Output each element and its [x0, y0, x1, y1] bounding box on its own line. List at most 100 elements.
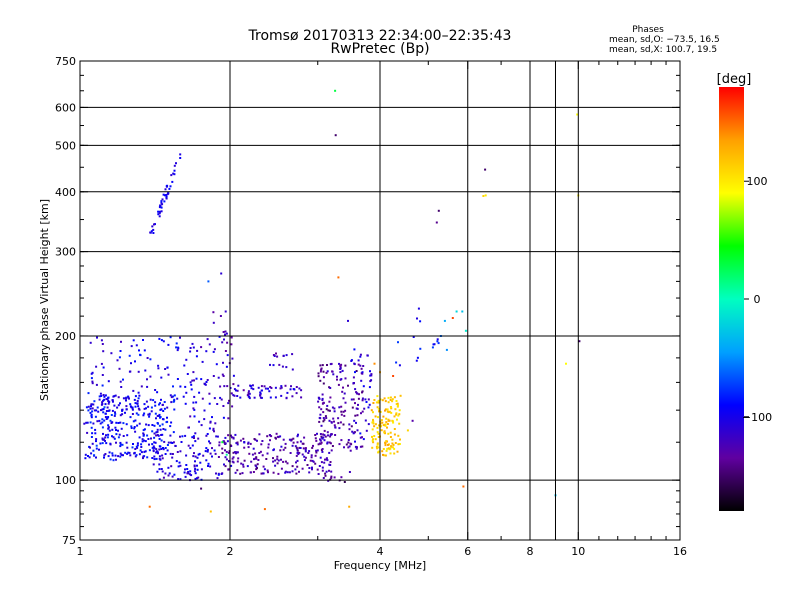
echo-point: [94, 432, 97, 435]
echo-point: [117, 455, 120, 458]
echo-point: [323, 418, 326, 421]
echo-point: [280, 385, 283, 388]
echo-point: [130, 406, 133, 409]
echo-point: [236, 443, 239, 446]
echo-point: [236, 441, 239, 444]
echo-point: [377, 401, 380, 404]
echo-point: [314, 454, 317, 457]
echo-point: [294, 468, 297, 471]
echo-point: [147, 438, 150, 440]
echo-point: [357, 359, 360, 362]
echo-point: [90, 403, 93, 406]
echo-point: [365, 429, 368, 432]
echo-point: [131, 407, 134, 410]
echo-point: [221, 341, 224, 344]
echo-point: [84, 453, 87, 456]
echo-point: [212, 350, 215, 353]
echo-point: [373, 425, 376, 428]
echo-point: [140, 446, 143, 448]
echo-point: [157, 422, 159, 425]
echo-point: [224, 456, 227, 459]
echo-point: [109, 419, 112, 422]
echo-point: [393, 433, 396, 436]
echo-point: [172, 395, 174, 398]
echo-point: [372, 420, 375, 423]
echo-point: [173, 473, 176, 476]
echo-point: [90, 414, 93, 417]
echo-point: [125, 441, 128, 444]
echo-point: [352, 376, 355, 379]
echo-point: [300, 396, 303, 399]
echo-point: [143, 439, 145, 442]
echo-point: [406, 429, 409, 432]
echo-point: [236, 395, 239, 397]
echo-point: [98, 448, 100, 451]
echo-point: [87, 455, 89, 457]
echo-point: [112, 436, 115, 439]
echo-point: [320, 408, 323, 411]
echo-point: [445, 348, 448, 351]
echo-point: [117, 429, 119, 432]
echo-point: [161, 198, 164, 201]
echo-point: [231, 436, 233, 439]
echo-point: [206, 450, 209, 453]
echo-point: [187, 444, 190, 447]
echo-point: [243, 441, 246, 444]
echo-point: [175, 162, 177, 165]
echo-point: [284, 442, 287, 445]
echo-point: [319, 379, 322, 382]
echo-point: [112, 459, 115, 462]
echo-point: [354, 414, 357, 417]
echo-point: [334, 89, 337, 92]
echo-point: [290, 438, 293, 441]
echo-point: [107, 396, 110, 399]
echo-point: [371, 435, 373, 438]
echo-point: [391, 398, 394, 401]
echo-point: [195, 377, 198, 380]
echo-point: [155, 457, 158, 460]
echo-point: [337, 417, 340, 420]
echo-point: [104, 439, 106, 442]
echo-point: [224, 310, 227, 313]
echo-point: [272, 364, 275, 367]
echo-point: [104, 416, 107, 418]
echo-point: [284, 446, 287, 449]
echo-point: [189, 350, 192, 353]
echo-point: [153, 436, 156, 439]
echo-point: [236, 389, 239, 392]
echo-point: [373, 362, 376, 365]
echo-point: [97, 410, 100, 413]
echo-point: [279, 387, 282, 390]
echo-point: [327, 409, 330, 412]
echo-point: [119, 441, 122, 444]
echo-point: [153, 455, 156, 458]
echo-point: [248, 397, 251, 400]
echo-point: [484, 168, 487, 171]
echo-point: [256, 439, 258, 442]
echo-point: [373, 399, 376, 401]
echo-point: [242, 463, 245, 466]
echo-point: [324, 415, 327, 418]
echo-point: [200, 487, 203, 490]
echo-point: [107, 416, 110, 418]
echo-point: [352, 382, 355, 385]
echo-point: [383, 397, 386, 400]
echo-point: [318, 420, 321, 423]
echo-point: [132, 339, 135, 342]
echo-point: [99, 392, 102, 395]
echo-point: [150, 437, 152, 440]
echo-point: [102, 399, 105, 402]
echo-point: [102, 366, 105, 369]
echo-point: [121, 413, 124, 416]
echo-point: [355, 370, 358, 372]
echo-point: [224, 443, 227, 445]
echo-point: [386, 447, 389, 450]
echo-point: [384, 400, 387, 403]
echo-point: [348, 428, 351, 431]
echo-point: [101, 437, 104, 440]
echo-point: [216, 403, 219, 405]
echo-point: [258, 452, 261, 454]
echo-point: [119, 402, 121, 405]
echo-point: [227, 434, 230, 437]
echo-point: [347, 439, 350, 441]
